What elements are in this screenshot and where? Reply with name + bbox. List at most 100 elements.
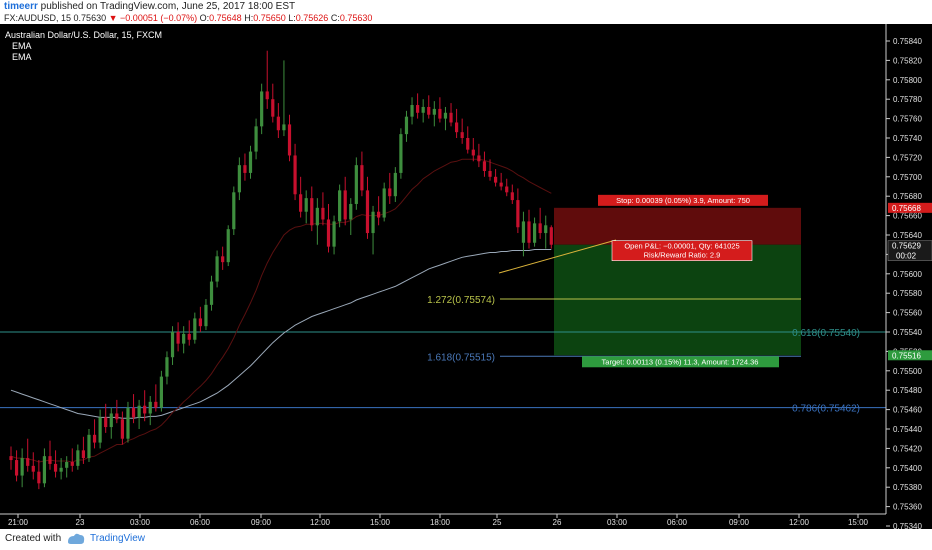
price-chart[interactable]: Australian Dollar/U.S. Dollar, 15, FXCM …	[0, 24, 932, 531]
candle-body	[488, 170, 492, 177]
candle-body	[299, 194, 303, 212]
x-tick-label: 26	[553, 518, 562, 527]
stop-info-text: Stop: 0.00039 (0.05%) 3.9, Amount: 750	[616, 196, 750, 205]
candle-body	[349, 203, 353, 220]
candle-body	[505, 186, 509, 193]
candle-body	[293, 155, 297, 195]
candle-body	[304, 198, 308, 212]
candle-body	[532, 223, 537, 243]
candle-body	[65, 461, 69, 468]
candle-body	[466, 138, 470, 150]
x-tick-label: 21:00	[8, 518, 29, 527]
tradingview-logo-icon	[68, 533, 85, 544]
candle-body	[76, 450, 80, 466]
candle-body	[471, 149, 475, 156]
y-tick-label: 0.75340	[893, 522, 922, 529]
candle-body	[53, 463, 58, 472]
candle-body	[410, 105, 414, 117]
candle-body	[126, 407, 130, 439]
candle-body	[215, 256, 219, 282]
y-tick-label: 0.75700	[893, 173, 922, 182]
ema-legend-2[interactable]: EMA	[12, 52, 32, 62]
candle-body	[42, 456, 47, 484]
y-tick-label: 0.75480	[893, 386, 922, 395]
candle-body	[254, 126, 258, 152]
x-tick-label: 03:00	[130, 518, 151, 527]
candle-body	[477, 155, 481, 162]
target-price-badge	[888, 350, 932, 361]
stop-price-label: 0.75668	[892, 204, 921, 213]
trend-line	[498, 239, 617, 274]
stop-zone	[554, 207, 801, 245]
author-link[interactable]: timeerr	[4, 1, 38, 12]
x-tick-label: 23	[76, 518, 85, 527]
candle-body	[282, 124, 286, 131]
candle-body	[204, 304, 208, 327]
candle-body	[276, 116, 280, 131]
candle-body	[14, 460, 19, 476]
candle-body	[248, 151, 253, 173]
candle-body	[416, 105, 420, 113]
candle-body	[365, 190, 370, 234]
fib-label: 0.618(0.75540)	[792, 328, 860, 339]
chart-area[interactable]: Australian Dollar/U.S. Dollar, 15, FXCM …	[0, 24, 932, 531]
open-value: 0.75648	[209, 13, 242, 23]
x-tick-label: 18:00	[430, 518, 451, 527]
y-tick-label: 0.75760	[893, 115, 922, 124]
x-tick-label: 06:00	[667, 518, 688, 527]
candle-body	[332, 221, 336, 247]
candle-body	[287, 124, 292, 156]
y-tick-label: 0.75360	[893, 503, 922, 512]
candle-body	[70, 461, 74, 466]
y-tick-label: 0.75740	[893, 134, 922, 143]
fib-label: 1.272(0.75574)	[427, 295, 495, 306]
fib-label: 0.786(0.75462)	[792, 404, 860, 415]
chart-title: Australian Dollar/U.S. Dollar, 15, FXCM	[5, 30, 162, 40]
y-tick-label: 0.75380	[893, 483, 922, 492]
candle-body	[193, 318, 197, 340]
rr-info-text: Risk/Reward Ratio: 2.9	[644, 251, 721, 260]
candle-body	[338, 190, 342, 222]
candle-body	[521, 221, 526, 243]
publish-line: timeerr published on TradingView.com, Ju…	[4, 1, 295, 12]
candle-body	[243, 165, 247, 173]
candle-body	[354, 165, 358, 204]
x-tick-label: 12:00	[789, 518, 810, 527]
x-tick-label: 03:00	[607, 518, 628, 527]
stop-price-badge	[888, 202, 932, 213]
candle-body	[159, 376, 163, 408]
candle-body	[371, 211, 375, 234]
candle-body	[137, 405, 141, 418]
published-text: published on TradingView.com, June 25, 2…	[37, 1, 296, 12]
candle-body	[148, 401, 152, 414]
high-label: H:	[244, 13, 254, 23]
ema-legend-1[interactable]: EMA	[12, 41, 32, 51]
candle-body	[221, 256, 225, 263]
y-tick-label: 0.75680	[893, 192, 922, 201]
ema-slow-line	[10, 249, 552, 419]
y-tick-label: 0.75400	[893, 464, 922, 473]
low-value: 0.75626	[295, 13, 329, 23]
candle-body	[404, 116, 409, 135]
down-arrow-icon: ▼	[108, 13, 118, 23]
candle-body	[232, 192, 236, 230]
x-tick-label: 15:00	[848, 518, 869, 527]
candle-body	[109, 413, 113, 428]
open-label: O:	[199, 13, 210, 23]
chart-header: timeerr published on TradingView.com, Ju…	[0, 0, 932, 24]
candle-body	[98, 417, 102, 443]
candle-body	[59, 467, 63, 472]
candle-body	[104, 417, 108, 428]
candle-body	[143, 405, 147, 414]
candle-body	[455, 122, 459, 133]
candle-body	[170, 332, 175, 358]
candle-body	[544, 225, 548, 234]
candle-body	[432, 108, 436, 115]
y-tick-label: 0.75780	[893, 95, 922, 104]
candle-body	[427, 106, 431, 115]
tradingview-brand[interactable]: TradingView	[90, 533, 146, 544]
candle-body	[209, 281, 214, 305]
x-tick-label: 09:00	[729, 518, 750, 527]
current-price-badge	[887, 240, 932, 261]
y-tick-label: 0.75460	[893, 406, 922, 415]
